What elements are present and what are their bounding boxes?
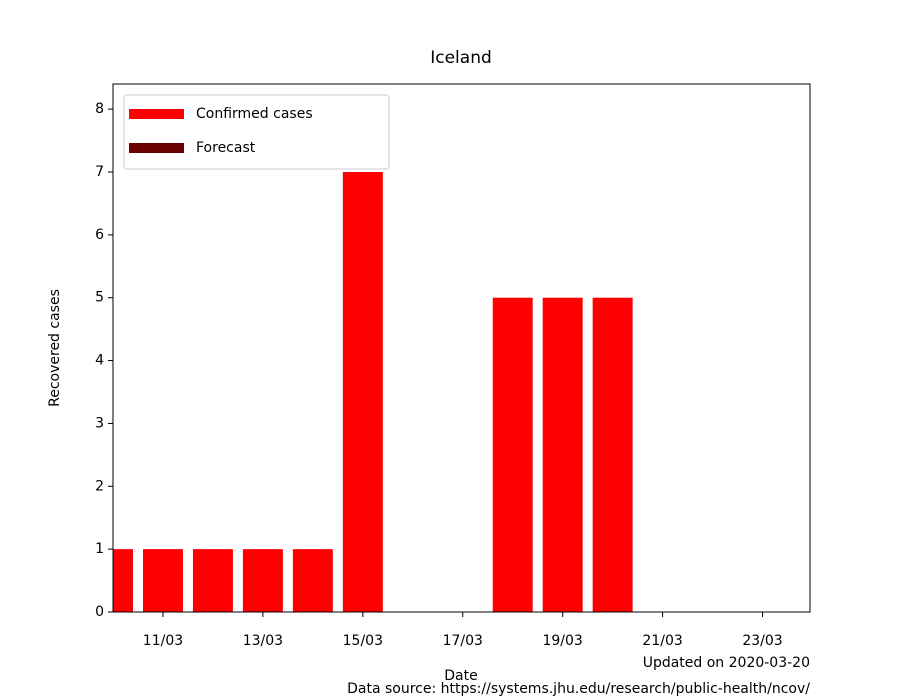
y-tick-label: 6 (95, 227, 104, 243)
plot-frame (112, 83, 811, 613)
legend-label: Confirmed cases (196, 106, 313, 122)
y-tick-label: 2 (95, 478, 104, 494)
x-tick-label: 21/03 (642, 633, 682, 649)
annotation: Updated on 2020-03-20 (643, 655, 810, 671)
y-tick-label: 0 (95, 604, 104, 620)
x-tick-label: 19/03 (542, 633, 582, 649)
bar (492, 297, 533, 612)
legend-box (123, 94, 390, 170)
x-tick-label: 13/03 (243, 633, 283, 649)
bar (342, 172, 383, 612)
bar (542, 297, 583, 612)
x-tick-label: 17/03 (443, 633, 483, 649)
x-axis-label: Date (444, 668, 477, 684)
chart-title: Iceland (430, 48, 492, 68)
y-tick-label: 3 (95, 415, 104, 431)
bar (292, 549, 333, 612)
annotation: Data source: https://systems.jhu.edu/res… (347, 681, 810, 697)
legend-label: Forecast (196, 140, 256, 156)
x-tick-label: 11/03 (143, 633, 183, 649)
legend-swatch (129, 143, 184, 153)
y-tick-label: 4 (95, 353, 104, 369)
bar (142, 549, 183, 612)
y-tick-label: 1 (95, 541, 104, 557)
x-tick-label: 23/03 (742, 633, 782, 649)
bar (592, 297, 633, 612)
y-tick-label: 8 (95, 101, 104, 117)
bar (192, 549, 233, 612)
plot-area (113, 172, 633, 612)
bar (113, 549, 133, 612)
legend-swatch (129, 109, 184, 119)
x-tick-label: 15/03 (343, 633, 383, 649)
y-tick-label: 7 (95, 164, 104, 180)
y-axis-label: Recovered cases (47, 289, 63, 407)
bar (242, 549, 283, 612)
y-tick-label: 5 (95, 290, 104, 306)
